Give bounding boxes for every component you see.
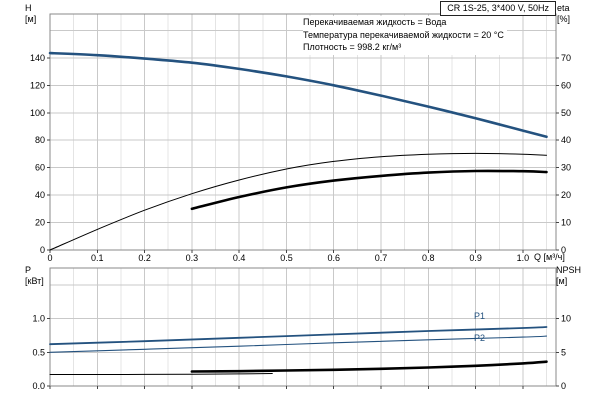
x-tick-label: 0 [47,253,52,263]
x-tick-label: 0.9 [469,253,482,263]
eta-axis-unit: [%] [557,14,571,24]
head-axis-symbol: H [25,3,32,13]
eta-axis-symbol: eta [557,3,570,13]
left-tick-label: 0.0 [32,381,45,391]
npsh-axis-label: NPSH [м] [556,265,581,287]
right-tick-label: 50 [561,108,571,118]
fluid-info-line: Плотность = 998.2 кг/м³ [303,42,402,52]
right-tick-label: 10 [561,218,571,228]
left-tick-label: 140 [30,53,45,63]
curve-eta-pump-plus-motor [190,169,548,211]
fluid-info-block: Перекачиваемая жидкость = Вода Температу… [303,16,507,55]
x-tick-label: 0.5 [280,253,293,263]
right-tick-label: 30 [561,163,571,173]
curve-P1 [49,326,548,346]
p2-curve-label: P2 [474,333,486,343]
plot-frame [49,267,557,387]
right-tick-label: 0 [561,245,566,255]
power-axis-label: P [кВт] [25,265,44,287]
x-tick-label: 0.8 [422,253,435,263]
right-tick-label: 0 [561,381,566,391]
right-tick-label: 20 [561,190,571,200]
chart-1: 0.0 0.5 1.0 0 5 10 [32,267,571,391]
left-tick-label: 0 [40,245,45,255]
head-axis-label: H [м] [25,3,36,25]
eta-axis-label: eta [%] [557,3,570,25]
curve-H-curve [48,51,548,139]
left-tick-label: 0.5 [32,347,45,357]
right-tick-label: 60 [561,80,571,90]
left-tick-label: 20 [35,218,45,228]
power-axis-unit: [кВт] [25,276,44,286]
right-tick-label: 70 [561,53,571,63]
x-tick-label: 0.4 [233,253,246,263]
head-axis-unit: [м] [25,14,37,24]
x-tick-label: 0.1 [91,253,104,263]
left-tick-label: 80 [35,135,45,145]
curve-NPSH-thin [49,373,273,376]
left-tick-label: 120 [30,80,45,90]
pump-model-title: CR 1S-25, 3*400 V, 50Hz [440,1,556,16]
plot-frame [49,13,557,251]
left-tick-label: 100 [30,108,45,118]
left-tick-label: 1.0 [32,314,45,324]
fluid-info-line: Температура перекачиваемой жидкости = 20… [303,29,504,40]
right-tick-label: 10 [561,314,571,324]
x-tick-label: 0.6 [327,253,340,263]
x-tick-label: 0.3 [186,253,199,263]
p1-curve-label: P1 [474,311,486,321]
left-tick-label: 60 [35,163,45,173]
curve-P2 [49,335,548,353]
curve-eta-pump [49,152,547,251]
right-tick-label: 5 [561,347,566,357]
npsh-axis-symbol: NPSH [556,265,582,275]
power-axis-symbol: P [25,265,32,275]
x-tick-label: 1.0 [517,253,530,263]
x-tick-label: 0.7 [375,253,388,263]
right-tick-label: 40 [561,135,571,145]
flow-axis-label: Q [м³/ч] [534,252,565,262]
x-tick-label: 0.2 [138,253,151,263]
fluid-info-line: Перекачиваемая жидкость = Вода [303,17,447,27]
curve-NPSH [190,360,548,373]
npsh-axis-unit: [м] [556,276,568,286]
left-tick-label: 40 [35,190,45,200]
